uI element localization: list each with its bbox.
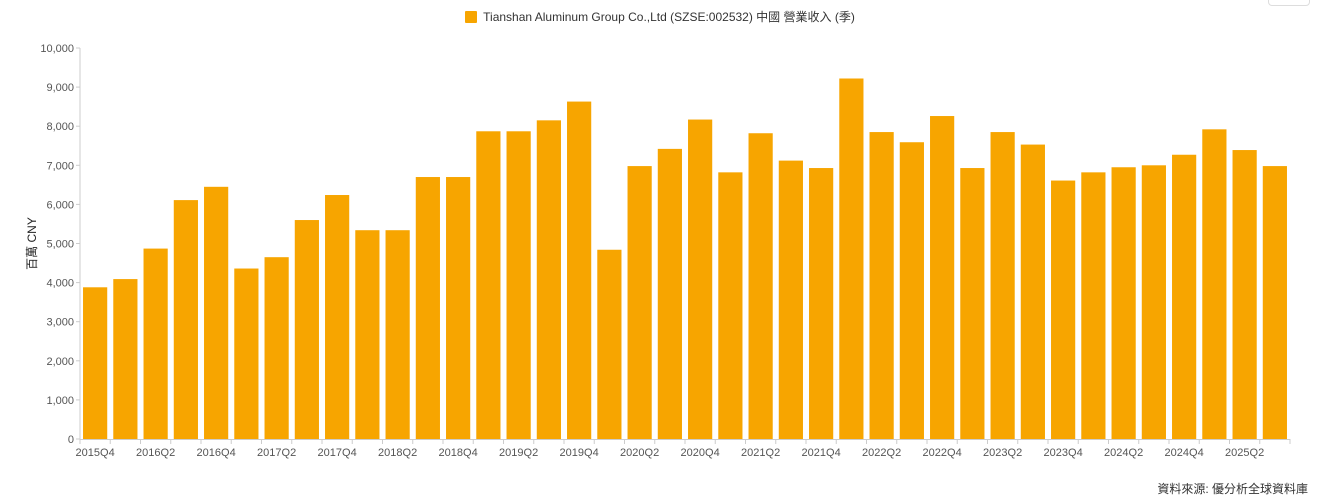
bar[interactable]	[688, 119, 713, 439]
bar[interactable]	[718, 172, 743, 439]
bar[interactable]	[1172, 154, 1197, 440]
bar[interactable]	[355, 230, 380, 439]
bar[interactable]	[143, 248, 168, 439]
bar[interactable]	[506, 131, 531, 439]
bar[interactable]	[930, 116, 955, 439]
bar[interactable]	[1202, 129, 1227, 439]
bar[interactable]	[627, 166, 652, 439]
y-tick-label: 7,000	[46, 160, 74, 172]
x-tick-label: 2021Q2	[741, 447, 780, 459]
bar[interactable]	[415, 177, 440, 439]
x-tick-label: 2024Q4	[1165, 447, 1204, 459]
y-tick-label: 1,000	[46, 395, 74, 407]
bar[interactable]	[446, 177, 471, 439]
bar[interactable]	[204, 186, 229, 439]
bar[interactable]	[294, 220, 319, 439]
y-tick-label: 10,000	[40, 43, 74, 55]
bar[interactable]	[960, 168, 985, 440]
chart-legend[interactable]: Tianshan Aluminum Group Co.,Ltd (SZSE:00…	[0, 8, 1320, 25]
bar[interactable]	[657, 148, 682, 440]
bar[interactable]	[325, 195, 350, 439]
x-tick-label: 2018Q2	[378, 447, 417, 459]
bar[interactable]	[1111, 167, 1136, 439]
x-tick-label: 2015Q4	[76, 447, 115, 459]
y-tick-label: 4,000	[46, 278, 74, 290]
x-tick-label: 2020Q2	[620, 447, 659, 459]
bar[interactable]	[113, 279, 138, 439]
bar[interactable]	[1232, 150, 1257, 439]
legend-label: Tianshan Aluminum Group Co.,Ltd (SZSE:00…	[483, 10, 855, 24]
y-tick-label: 9,000	[46, 82, 74, 94]
bar[interactable]	[1081, 172, 1106, 439]
bar[interactable]	[839, 78, 864, 440]
x-tick-label: 2019Q4	[560, 447, 599, 459]
bar[interactable]	[597, 249, 622, 439]
bar[interactable]	[536, 120, 561, 440]
bar[interactable]	[234, 268, 259, 439]
bar[interactable]	[778, 160, 803, 439]
y-tick-label: 2,000	[46, 356, 74, 368]
x-tick-label: 2019Q2	[499, 447, 538, 459]
bar[interactable]	[83, 287, 108, 439]
y-tick-label: 5,000	[46, 239, 74, 251]
bar[interactable]	[476, 131, 501, 439]
bar[interactable]	[1051, 180, 1076, 439]
x-tick-label: 2022Q2	[862, 447, 901, 459]
x-tick-label: 2020Q4	[681, 447, 720, 459]
bar[interactable]	[809, 168, 834, 440]
x-tick-label: 2018Q4	[439, 447, 478, 459]
x-tick-label: 2016Q2	[136, 447, 175, 459]
bar[interactable]	[869, 132, 894, 439]
bar[interactable]	[173, 200, 198, 439]
y-axis-label: 百萬 CNY	[25, 217, 39, 270]
legend-swatch	[465, 11, 478, 23]
y-tick-label: 0	[68, 434, 74, 446]
x-tick-label: 2022Q4	[923, 447, 962, 459]
bar[interactable]	[1141, 165, 1166, 440]
bar[interactable]	[1020, 144, 1045, 439]
bar[interactable]	[567, 101, 592, 439]
bar[interactable]	[990, 132, 1015, 439]
y-tick-label: 6,000	[46, 199, 74, 211]
x-tick-label: 2016Q4	[197, 447, 236, 459]
x-tick-label: 2025Q2	[1225, 447, 1264, 459]
x-tick-label: 2024Q2	[1104, 447, 1143, 459]
source-note: 資料來源: 優分析全球資料庫	[1157, 482, 1308, 496]
y-tick-label: 3,000	[46, 317, 74, 329]
x-tick-label: 2023Q2	[983, 447, 1022, 459]
y-tick-label: 8,000	[46, 121, 74, 133]
x-tick-label: 2017Q4	[318, 447, 357, 459]
x-tick-label: 2021Q4	[802, 447, 841, 459]
x-tick-label: 2023Q4	[1044, 447, 1083, 459]
chart-menu-button[interactable]	[1268, 0, 1310, 6]
bar[interactable]	[385, 230, 410, 439]
bar[interactable]	[1262, 166, 1287, 439]
bar[interactable]	[899, 142, 924, 439]
bar[interactable]	[748, 133, 773, 439]
x-tick-label: 2017Q2	[257, 447, 296, 459]
bar[interactable]	[264, 257, 289, 439]
